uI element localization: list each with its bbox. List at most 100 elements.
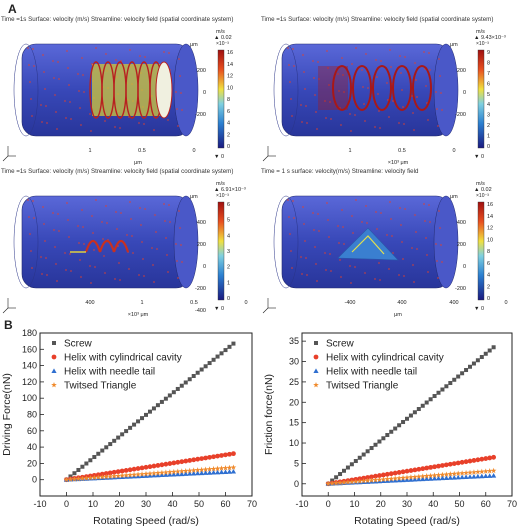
data-point (103, 473, 110, 480)
x-tick-label: 40 (428, 499, 438, 509)
data-point (99, 474, 106, 480)
series-helix-with-cylindrical-cavity (64, 451, 236, 483)
data-point (424, 476, 430, 481)
data-point (377, 439, 382, 444)
data-point (84, 461, 89, 466)
legend-tick: 14 (487, 214, 493, 220)
data-point (167, 461, 173, 466)
data-point (183, 471, 189, 476)
legend-tick: 14 (227, 62, 233, 68)
data-point (419, 473, 426, 479)
legend-tick: 0 (487, 296, 490, 302)
data-point (187, 458, 193, 463)
data-point (380, 472, 386, 478)
axis-tick: 1 (88, 148, 91, 154)
x-tick-label: 50 (194, 499, 204, 509)
data-point (357, 455, 362, 460)
data-point (171, 460, 177, 466)
color-bar (217, 201, 225, 301)
data-point (92, 455, 97, 460)
axis-tick: 400 (457, 220, 466, 226)
legend-tick: 9 (487, 50, 490, 56)
legend-tick: 16 (227, 50, 233, 56)
data-point (210, 465, 217, 472)
color-bar (477, 201, 485, 301)
data-point (163, 472, 169, 477)
data-point (198, 466, 205, 473)
data-point (459, 474, 465, 480)
color-bar (477, 49, 485, 149)
data-point (183, 458, 189, 464)
data-point (471, 469, 477, 475)
data-point (464, 368, 469, 373)
axis-tick: 1 (140, 300, 143, 306)
data-point (491, 473, 497, 478)
data-point (219, 351, 224, 356)
axis-tick: 0 (203, 264, 206, 270)
data-point (87, 474, 94, 481)
data-point (218, 469, 225, 475)
unit-label: μm (450, 194, 458, 200)
legend-tick: 2 (487, 123, 490, 129)
data-point (455, 474, 461, 480)
legend-tick: 2 (227, 265, 230, 271)
data-point (195, 370, 200, 375)
y-tick-label: 5 (294, 458, 299, 468)
data-point (115, 472, 122, 479)
legend-unit: m/s (216, 29, 225, 35)
data-point (191, 374, 196, 379)
data-point (345, 465, 350, 470)
unit-label: μm (190, 42, 198, 48)
data-point (151, 463, 157, 469)
x-tick-label: -10 (295, 499, 308, 509)
data-point (342, 468, 346, 473)
data-point (483, 351, 488, 356)
data-point (475, 468, 481, 475)
data-point (108, 442, 113, 447)
data-point (151, 472, 157, 478)
data-point (400, 469, 406, 475)
data-point (222, 465, 229, 471)
legend-exponent: ×10⁻³ (476, 193, 489, 199)
data-point (202, 466, 209, 472)
data-point (467, 474, 473, 479)
legend-min: ▼ 0 (474, 154, 484, 160)
axis-tick: 0 (244, 300, 247, 306)
sim-title: Time =1s Surface: velocity (m/s) Streaml… (1, 16, 234, 23)
data-point (487, 455, 493, 461)
data-point (131, 471, 137, 478)
data-point (361, 452, 366, 457)
data-point (147, 464, 153, 470)
data-point (412, 476, 418, 482)
data-point (171, 390, 176, 395)
data-point (71, 476, 78, 482)
data-point (490, 467, 497, 474)
data-point (179, 459, 185, 465)
legend-tick: 3 (487, 113, 490, 119)
data-point (388, 471, 394, 477)
data-point (431, 472, 438, 478)
x-tick-label: 60 (220, 499, 230, 509)
axis-unit: ×10³ μm (128, 312, 149, 318)
microrobot-shape (89, 61, 173, 119)
simulation-helix-cavity: m/s ▲ 9.43×10⁻³ ×10⁻³ 9 8 7 6 5 4 3 2 1 0 ▼ 0 200 0 -200… (260, 16, 518, 174)
data-point (214, 465, 221, 472)
legend-exponent: ×10⁻³ (476, 41, 489, 47)
data-point (163, 396, 168, 401)
y-tick-label: 0 (294, 479, 299, 489)
axis-tick: 0 (463, 90, 466, 96)
data-point (211, 454, 216, 460)
data-point (218, 465, 225, 471)
x-tick-label: 30 (141, 499, 151, 509)
axis-tick: -200 (195, 286, 206, 292)
data-point (404, 468, 410, 474)
y-tick-label: 0 (32, 475, 37, 485)
data-point (353, 459, 358, 464)
axis-tick: 200 (197, 68, 206, 74)
data-point (226, 469, 233, 474)
data-point (203, 470, 209, 475)
data-point (365, 449, 370, 454)
series-twitsed-triangle (325, 467, 497, 487)
data-point (147, 470, 153, 477)
data-point (96, 451, 101, 456)
